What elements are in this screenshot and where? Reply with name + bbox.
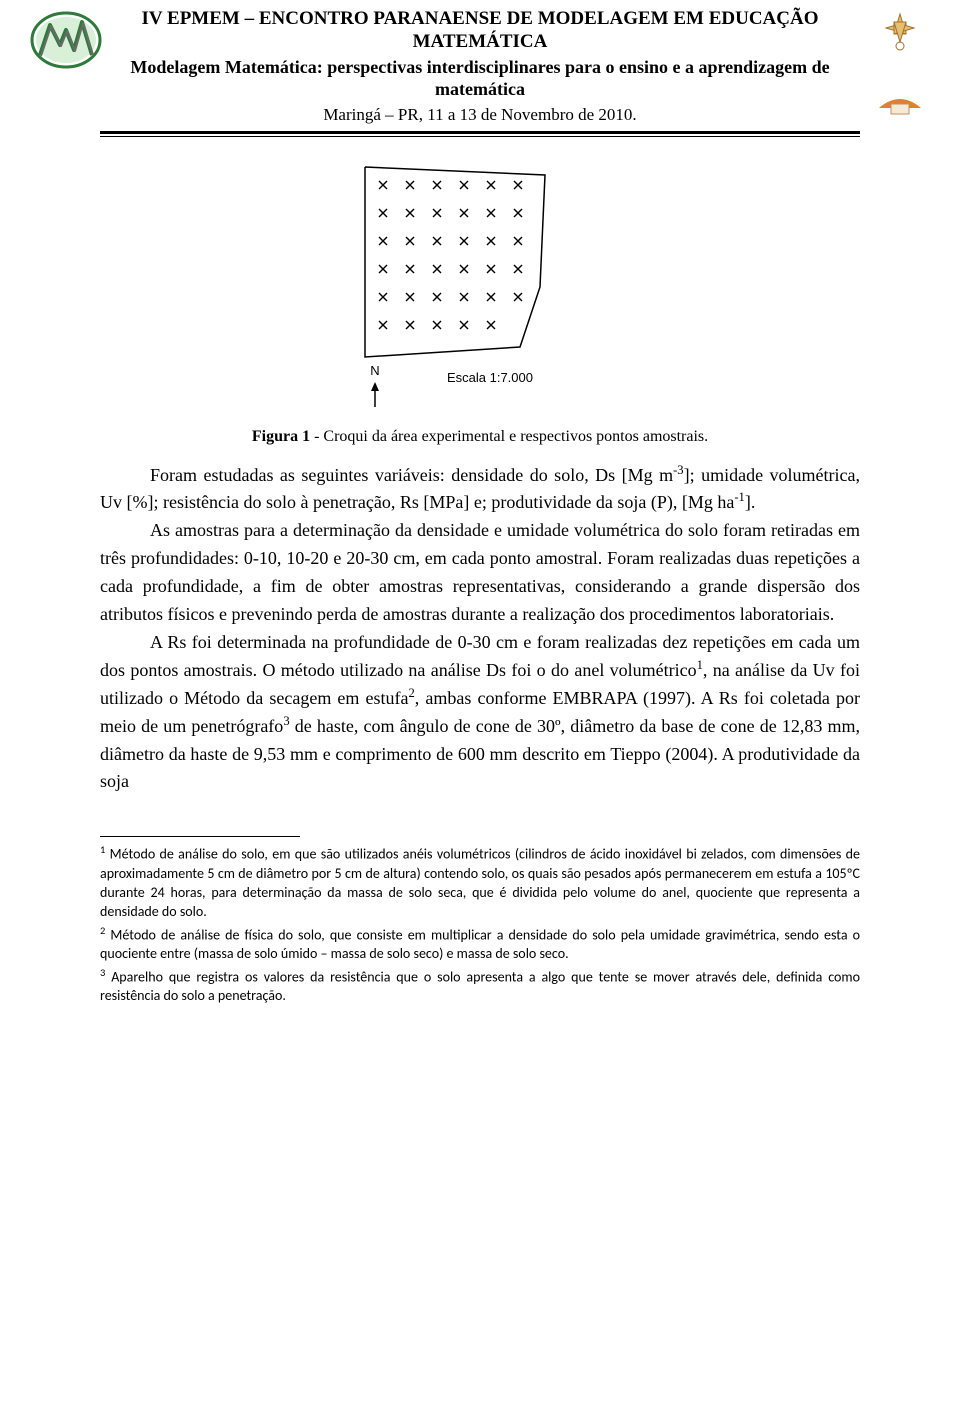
- figure-1: N Escala 1:7.000 Figura 1 - Croqui da ár…: [100, 157, 860, 446]
- footnote-1: 1 Método de análise do solo, em que são …: [100, 843, 860, 921]
- footnotes: 1 Método de análise do solo, em que são …: [100, 843, 860, 1006]
- superscript-neg1: -1: [734, 490, 745, 504]
- superscript-neg3: -3: [673, 463, 684, 477]
- scale-label: Escala 1:7.000: [447, 370, 533, 385]
- paragraph-3: A Rs foi determinada na profundidade de …: [100, 629, 860, 796]
- paragraph-1: Foram estudadas as seguintes variáveis: …: [100, 462, 860, 518]
- footnote-2: 2 Método de análise de física do solo, q…: [100, 924, 860, 964]
- footnote-3: 3 Aparelho que registra os valores da re…: [100, 966, 860, 1006]
- figure-caption-text: - Croqui da área experimental e respecti…: [310, 428, 708, 445]
- footnote-1-text: Método de análise do solo, em que são ut…: [100, 846, 860, 920]
- header-title-event: IV EPMEM – ENCONTRO PARANAENSE DE MODELA…: [100, 8, 860, 54]
- header-subtitle: Modelagem Matemática: perspectivas inter…: [100, 56, 860, 101]
- paragraph-2: As amostras para a determinação da densi…: [100, 517, 860, 629]
- page-header: IV EPMEM – ENCONTRO PARANAENSE DE MODELA…: [100, 0, 860, 137]
- header-rule-thin: [100, 136, 860, 137]
- footnote-2-text: Método de análise de física do solo, que…: [100, 926, 860, 962]
- north-label: N: [370, 363, 379, 378]
- logo-left: [30, 10, 102, 75]
- footnote-3-text: Aparelho que registra os valores da resi…: [100, 969, 860, 1005]
- figure-caption-label: Figura 1: [252, 428, 310, 445]
- header-location: Maringá – PR, 11 a 13 de Novembro de 201…: [100, 105, 860, 125]
- p1-part-a: Foram estudadas as seguintes variáveis: …: [150, 465, 673, 485]
- footnote-separator: [100, 836, 300, 837]
- figure-caption: Figura 1 - Croqui da área experimental e…: [100, 428, 860, 446]
- header-rule-thick: [100, 131, 860, 134]
- figure-croqui-svg: N Escala 1:7.000: [335, 157, 625, 417]
- body-text: Foram estudadas as seguintes variáveis: …: [100, 462, 860, 797]
- logo-right: [870, 10, 930, 125]
- p1-part-c: ].: [745, 492, 756, 512]
